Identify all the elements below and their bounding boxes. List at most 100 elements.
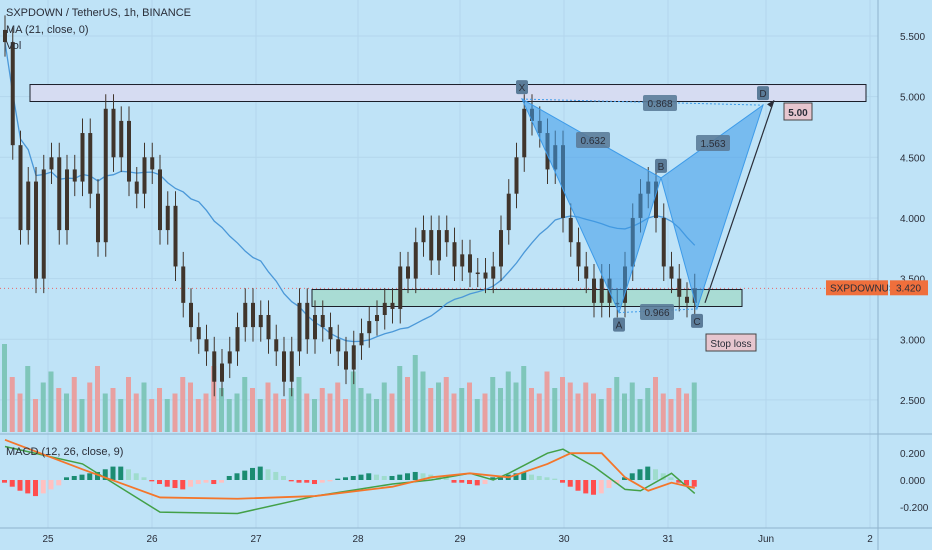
macd-histogram-bar: [9, 480, 15, 487]
candle-body: [522, 108, 527, 158]
candle-body: [57, 157, 62, 231]
candle-body: [266, 314, 271, 340]
volume-bar: [614, 377, 620, 432]
volume-bar: [102, 393, 108, 432]
volume-bar: [242, 377, 248, 432]
volume-bar: [40, 382, 46, 432]
volume-bar: [304, 393, 310, 432]
y-tick-label: 4.500: [900, 153, 925, 164]
macd-histogram-bar: [33, 480, 38, 497]
volume-bar: [606, 388, 612, 432]
macd-histogram-bar: [48, 480, 54, 490]
candle-body: [468, 254, 472, 273]
macd-histogram-bar: [552, 478, 558, 480]
candle-body: [165, 205, 170, 231]
volume-bar: [544, 371, 550, 432]
macd-histogram-bar: [195, 480, 201, 485]
volume-bar: [668, 399, 674, 432]
macd-histogram-bar: [474, 480, 480, 486]
candle-body: [150, 157, 155, 170]
candle-body: [289, 351, 294, 382]
volume-bar: [9, 377, 15, 432]
x-tick-label: 28: [352, 534, 364, 545]
candle-body: [499, 230, 503, 267]
candle-body: [142, 157, 147, 194]
volume-bar: [536, 393, 542, 432]
candle-body: [584, 266, 589, 279]
target-arrow: [704, 100, 775, 304]
ratio-box: [576, 132, 610, 148]
candle-body: [158, 169, 162, 231]
pattern-point-label: A: [616, 321, 623, 332]
macd-histogram-bar: [653, 469, 658, 480]
macd-histogram-bar: [265, 469, 271, 480]
y-tick-label: 5.000: [900, 93, 925, 104]
volume-bar: [203, 393, 209, 432]
volume-bar: [234, 393, 240, 432]
volume-bar: [428, 388, 434, 432]
volume-bar: [583, 382, 589, 432]
volume-bar: [412, 355, 418, 432]
volume-bar: [265, 382, 271, 432]
macd-histogram-bar: [637, 469, 643, 480]
volume-bar: [157, 388, 162, 432]
macd-histogram-bar: [133, 473, 139, 480]
macd-histogram-bar: [544, 477, 550, 480]
macd-histogram-bar: [397, 474, 403, 480]
volume-bar: [358, 388, 364, 432]
candle-body: [669, 266, 674, 279]
macd-histogram-bar: [513, 473, 519, 480]
volume-bar: [172, 393, 178, 432]
macd-histogram-bar: [583, 480, 589, 494]
x-tick-label: Jun: [758, 534, 774, 545]
candle-body: [437, 230, 441, 261]
volume-bar: [443, 377, 449, 432]
candle-body: [452, 242, 457, 267]
volume-bar: [288, 388, 294, 432]
macd-pane: [2, 438, 697, 515]
pattern-ac: [618, 308, 698, 314]
macd-histogram-bar: [676, 480, 682, 483]
volume-bar: [622, 393, 627, 432]
volume-bar: [482, 393, 488, 432]
candle-body: [282, 351, 286, 382]
volume-bar: [397, 366, 403, 432]
macd-histogram-bar: [203, 480, 209, 483]
volume-bar: [676, 388, 682, 432]
candle-body: [576, 242, 581, 267]
candle-body: [134, 181, 139, 194]
volume-bar: [48, 371, 54, 432]
volume-bar: [505, 371, 511, 432]
macd-histogram-bar: [467, 480, 472, 485]
candle-body: [127, 120, 131, 182]
y-tick-label: 5.500: [900, 32, 925, 43]
pattern-point-marker: [613, 317, 625, 332]
candle-body: [382, 302, 387, 315]
candle-body: [297, 302, 302, 352]
x-tick-label: 29: [454, 534, 466, 545]
volume-bar: [335, 382, 341, 432]
x-tick-label: 31: [662, 534, 674, 545]
candle-body: [390, 302, 395, 309]
macd-histogram-bar: [389, 475, 395, 480]
volume-bar: [436, 382, 441, 432]
price-value-box: [890, 280, 928, 296]
ratio-box: [696, 135, 730, 151]
candle-body: [251, 302, 255, 328]
volume-bar: [374, 399, 379, 432]
volume-bar: [33, 399, 38, 432]
macd-histogram-bar: [606, 480, 612, 489]
ma-legend: MA (21, close, 0): [6, 24, 89, 36]
macd-histogram-bar: [157, 480, 162, 485]
macd-histogram-bar: [219, 480, 224, 483]
volume-bar: [467, 382, 472, 432]
volume-bar: [226, 399, 232, 432]
macd-histogram-bar: [25, 480, 31, 494]
ratio-box: [643, 95, 677, 111]
macd-histogram-bar: [164, 480, 170, 487]
volume-bar: [79, 399, 85, 432]
symbol-title: SXPDOWN / TetherUS, 1h, BINANCE: [6, 7, 192, 19]
